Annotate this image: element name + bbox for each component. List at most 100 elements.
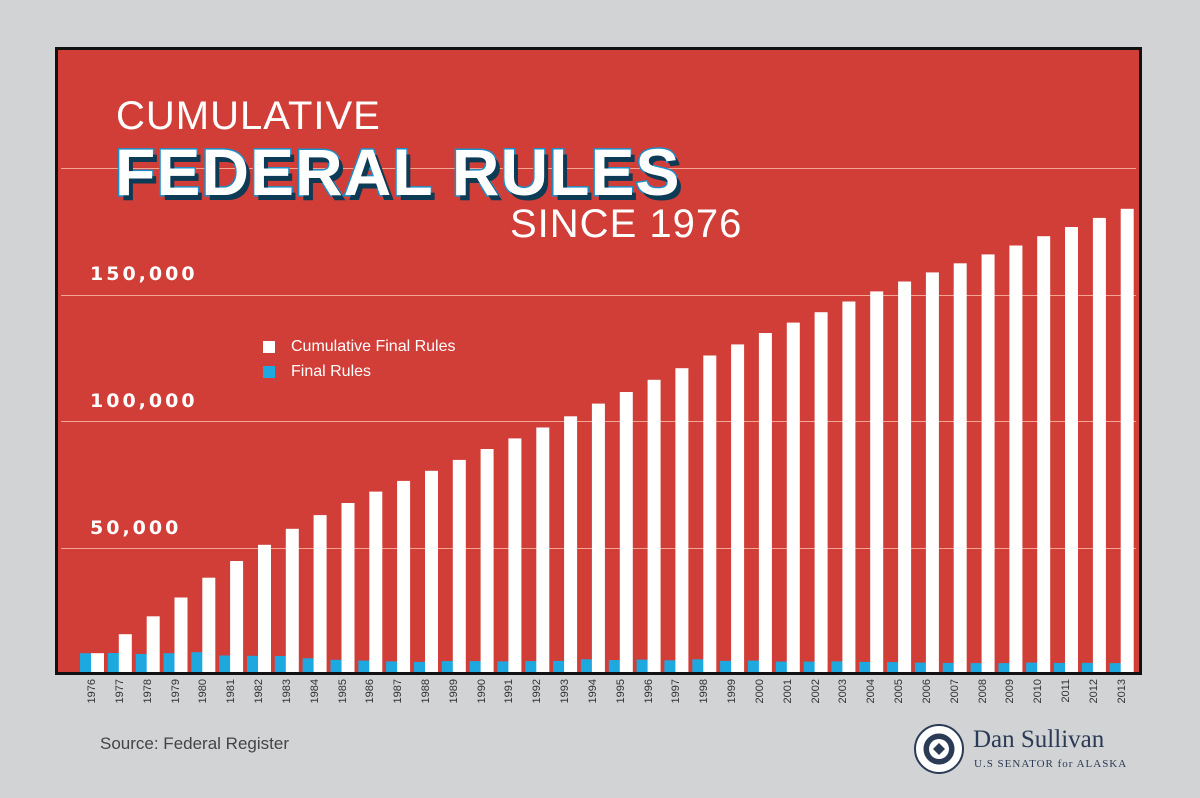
bar-cumulative-2011 [1065, 227, 1078, 672]
x-tick-label-1991: 1991 [503, 679, 516, 704]
bar-cumulative-1979 [174, 597, 188, 672]
bar-cumulative-1977 [118, 634, 132, 672]
bar-final-rules-1989 [441, 661, 455, 672]
bar-final-rules-2010 [1026, 662, 1040, 672]
bar-cumulative-1981 [230, 561, 244, 672]
gridline-200000 [61, 168, 1136, 169]
x-axis-labels: 1976 1977 1978 1979 1980 1981 1982 1983 1984 1985… [55, 675, 1142, 715]
x-tick-label-1994: 1994 [586, 679, 599, 704]
bar-final-rules-1999 [720, 660, 734, 672]
bar-cumulative-1985 [341, 503, 355, 672]
x-tick-label-1990: 1990 [475, 679, 488, 704]
legend-item-cumulative: Cumulative Final Rules [263, 334, 456, 359]
x-tick-label-1982: 1982 [253, 679, 265, 704]
y-tick-label-100000: 100,000 [90, 390, 198, 412]
bar-final-rules-1977 [107, 653, 121, 672]
x-tick-label-2013: 2013 [1115, 679, 1128, 704]
bar-final-rules-1995 [608, 660, 622, 672]
bar-final-rules-1990 [469, 661, 483, 672]
x-tick-label-2010: 2010 [1032, 679, 1045, 704]
bar-cumulative-1991 [508, 438, 522, 672]
bar-final-rules-2013 [1109, 663, 1123, 672]
bar-final-rules-1998 [692, 659, 706, 672]
bar-cumulative-1978 [146, 616, 160, 672]
bar-final-rules-1986 [358, 660, 372, 672]
bar-final-rules-2006 [914, 662, 928, 672]
bar-final-rules-1987 [386, 661, 400, 672]
bar-final-rules-2000 [747, 660, 761, 672]
x-tick-label-1980: 1980 [197, 679, 210, 704]
bar-cumulative-2005 [898, 281, 912, 672]
bar-cumulative-2001 [786, 322, 800, 672]
x-tick-label-2006: 2006 [920, 679, 933, 704]
chart-title-line-1: CUMULATIVE [116, 94, 381, 138]
bar-final-rules-2005 [887, 662, 901, 672]
x-tick-label-1995: 1995 [614, 679, 627, 704]
legend-label-cumulative: Cumulative Final Rules [291, 337, 456, 355]
bar-cumulative-1984 [313, 515, 327, 672]
x-tick-label-1999: 1999 [726, 679, 739, 704]
bar-final-rules-1988 [414, 661, 427, 672]
chart-title-line-3: SINCE 1976 [510, 202, 743, 246]
bar-cumulative-2006 [925, 272, 939, 672]
legend-item-final: Final Rules [263, 359, 456, 384]
bar-final-rules-2012 [1081, 662, 1095, 672]
bar-final-rules-1985 [330, 659, 344, 672]
bar-cumulative-1982 [258, 544, 271, 672]
bar-cumulative-2002 [814, 312, 828, 672]
bar-cumulative-1992 [536, 427, 550, 672]
bar-cumulative-1995 [619, 392, 633, 672]
bar-final-rules-2002 [803, 661, 817, 672]
bar-cumulative-1998 [703, 355, 717, 672]
bar-cumulative-1983 [285, 528, 299, 672]
bar-final-rules-2003 [831, 661, 845, 672]
x-tick-label-1976: 1976 [86, 679, 98, 704]
bar-cumulative-1989 [452, 459, 466, 672]
legend-swatch-final [263, 365, 275, 378]
x-tick-label-2007: 2007 [948, 679, 961, 704]
bar-final-rules-2004 [859, 661, 873, 672]
x-tick-label-1998: 1998 [698, 679, 711, 704]
bar-final-rules-1984 [302, 658, 316, 672]
bar-final-rules-2009 [998, 663, 1012, 672]
bar-final-rules-1980 [191, 652, 205, 672]
x-tick-label-1996: 1996 [642, 679, 655, 704]
x-tick-label-1984: 1984 [308, 679, 321, 704]
y-tick-label-50000: 50,000 [90, 517, 182, 539]
signature-name: Dan Sullivan [973, 726, 1105, 753]
bar-cumulative-2000 [758, 333, 772, 672]
x-tick-label-1981: 1981 [225, 679, 238, 704]
x-tick-label-1978: 1978 [141, 679, 154, 704]
bar-cumulative-2003 [842, 301, 856, 672]
bar-cumulative-2004 [870, 291, 884, 672]
bar-cumulative-2007 [953, 263, 967, 672]
x-tick-label-1988: 1988 [420, 679, 432, 704]
x-tick-label-1983: 1983 [280, 679, 293, 704]
bar-cumulative-2012 [1092, 217, 1106, 672]
bar-cumulative-2010 [1037, 236, 1051, 672]
x-tick-label-2004: 2004 [865, 679, 878, 704]
bar-final-rules-1982 [247, 655, 260, 672]
bar-final-rules-1991 [497, 661, 511, 672]
bar-cumulative-1988 [425, 470, 438, 672]
bar-cumulative-2008 [981, 254, 995, 672]
x-tick-label-2005: 2005 [893, 679, 906, 704]
chart-title-line-2: FEDERAL RULES [114, 134, 681, 211]
bar-cumulative-1980 [202, 577, 216, 672]
bar-final-rules-1996 [636, 659, 650, 672]
bar-cumulative-1997 [675, 368, 689, 672]
legend-label-final: Final Rules [291, 362, 372, 380]
bar-final-rules-2008 [970, 663, 984, 672]
bar-cumulative-1976 [91, 653, 104, 672]
x-tick-label-2003: 2003 [837, 679, 850, 704]
bar-cumulative-1993 [564, 416, 578, 672]
source-note: Source: Federal Register [100, 734, 289, 753]
bar-final-rules-1997 [664, 660, 678, 672]
senate-seal-icon [914, 724, 964, 774]
legend-swatch-cumulative [263, 340, 275, 353]
x-tick-label-2002: 2002 [809, 679, 822, 704]
bar-cumulative-1999 [731, 344, 745, 672]
bar-cumulative-1990 [480, 449, 494, 672]
bar-final-rules-1978 [135, 654, 149, 672]
